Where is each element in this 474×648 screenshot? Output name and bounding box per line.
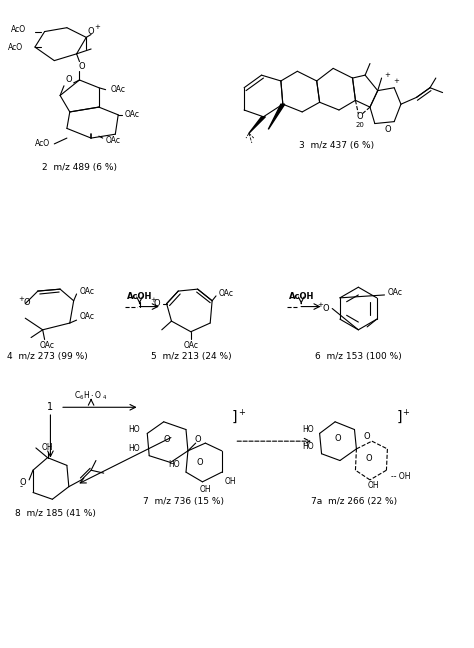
- Text: $\mathsf{C_6H\cdot O\ _4}$: $\mathsf{C_6H\cdot O\ _4}$: [74, 389, 108, 402]
- Text: +: +: [150, 297, 156, 303]
- Text: HO: HO: [128, 425, 139, 434]
- Text: O: O: [164, 435, 170, 444]
- Text: OAc: OAc: [183, 341, 198, 350]
- Text: O: O: [196, 458, 203, 467]
- Text: +: +: [318, 301, 323, 308]
- Text: OH: OH: [368, 481, 380, 490]
- Text: O: O: [323, 304, 329, 313]
- Text: OAc: OAc: [219, 290, 234, 299]
- Text: 7a  m/z 266 (22 %): 7a m/z 266 (22 %): [311, 497, 398, 505]
- Text: O: O: [153, 299, 160, 308]
- Text: ]: ]: [396, 410, 402, 424]
- Text: HO: HO: [128, 445, 139, 454]
- Text: ]: ]: [232, 410, 237, 424]
- Text: HO: HO: [169, 460, 180, 469]
- Text: +: +: [94, 24, 100, 30]
- Text: O: O: [335, 434, 341, 443]
- Text: -- OH: -- OH: [391, 472, 411, 481]
- Text: HO: HO: [302, 441, 314, 450]
- Text: O: O: [88, 27, 94, 36]
- Text: O: O: [365, 454, 372, 463]
- Text: OAc: OAc: [106, 137, 120, 146]
- Polygon shape: [268, 104, 285, 130]
- Text: 4  m/z 273 (99 %): 4 m/z 273 (99 %): [7, 353, 88, 362]
- Text: -: -: [19, 482, 22, 491]
- Text: O: O: [19, 478, 26, 487]
- Text: 3  m/z 437 (6 %): 3 m/z 437 (6 %): [299, 141, 374, 150]
- Text: 8  m/z 185 (41 %): 8 m/z 185 (41 %): [15, 509, 96, 518]
- Text: OAc: OAc: [387, 288, 402, 297]
- Text: +: +: [18, 296, 24, 302]
- Text: +: +: [402, 408, 409, 417]
- Text: 5  m/z 213 (24 %): 5 m/z 213 (24 %): [151, 353, 231, 362]
- Text: OAc: OAc: [80, 312, 94, 321]
- Text: O: O: [23, 298, 30, 307]
- Text: AcOH: AcOH: [289, 292, 314, 301]
- Text: 2  m/z 489 (6 %): 2 m/z 489 (6 %): [42, 163, 117, 172]
- Text: AcO: AcO: [8, 43, 23, 52]
- Text: +: +: [238, 408, 245, 417]
- Text: OH: OH: [42, 443, 54, 452]
- Text: AcOH: AcOH: [127, 292, 152, 301]
- Text: +: +: [393, 78, 399, 84]
- Text: 1: 1: [47, 402, 54, 412]
- Text: OAc: OAc: [125, 110, 140, 119]
- Text: O: O: [194, 435, 201, 444]
- Text: O: O: [384, 125, 391, 134]
- Text: OAc: OAc: [110, 85, 126, 94]
- Text: +: +: [384, 72, 390, 78]
- Text: O: O: [357, 112, 364, 121]
- Text: OAc: OAc: [80, 286, 94, 295]
- Text: AcO: AcO: [11, 25, 26, 34]
- Polygon shape: [249, 117, 265, 133]
- Text: 7  m/z 736 (15 %): 7 m/z 736 (15 %): [143, 497, 224, 505]
- Text: O: O: [364, 432, 370, 441]
- Text: HO: HO: [302, 425, 314, 434]
- Text: 20: 20: [356, 122, 365, 128]
- Text: 6  m/z 153 (100 %): 6 m/z 153 (100 %): [315, 353, 402, 362]
- Text: O: O: [78, 62, 85, 71]
- Text: O: O: [65, 75, 72, 84]
- Text: OH: OH: [200, 485, 211, 494]
- Text: AcO: AcO: [35, 139, 50, 148]
- Text: OAc: OAc: [40, 341, 55, 350]
- Text: OH: OH: [225, 478, 237, 487]
